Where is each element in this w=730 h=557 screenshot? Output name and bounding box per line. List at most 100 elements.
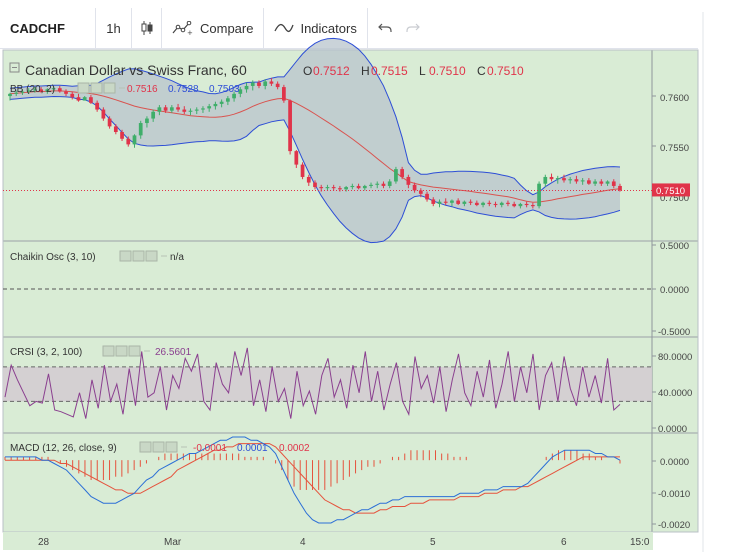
candle-body [120, 132, 124, 139]
close-icon[interactable] [128, 345, 141, 357]
candle-body [219, 101, 224, 104]
candle-body [580, 180, 585, 182]
bb-upper-line [9, 37, 621, 196]
candle-body [468, 201, 473, 203]
candle-body [356, 185, 361, 189]
candle-body [462, 201, 467, 204]
chaikin-tick: -0.5000 [658, 327, 690, 338]
candle-body [313, 182, 317, 188]
candle-body [425, 193, 429, 200]
eye-icon[interactable] [102, 345, 115, 357]
candle-body [70, 93, 75, 98]
candle-body [406, 176, 411, 185]
candle-body [225, 98, 230, 102]
bb-upper-value: 0.7528 [168, 84, 199, 95]
candlestick-series [8, 78, 622, 209]
candle-body [188, 110, 193, 112]
redo-icon[interactable] [406, 22, 420, 34]
candle-body [605, 181, 610, 184]
close-icon[interactable] [165, 441, 178, 453]
candle-body [275, 83, 280, 88]
crsi-line [4, 347, 621, 419]
candle-body [89, 97, 93, 103]
candle-body [338, 188, 342, 190]
chaikin-tick: 0.0000 [660, 285, 689, 296]
chaikin-value: n/a [170, 252, 184, 263]
ohlc-key: C [477, 64, 486, 78]
ohlc-legend: O 0.7512 H 0.7515 L 0.7510 C 0.7510 [303, 64, 524, 78]
candle-body [269, 81, 274, 84]
candle-body [213, 103, 218, 107]
candle-body [132, 135, 137, 145]
candle-body [593, 181, 597, 184]
candle-body [437, 201, 442, 204]
crsi-tick: 40.0000 [658, 388, 692, 399]
candle-body [294, 151, 299, 165]
candle-body [512, 203, 517, 207]
candle-body [537, 183, 541, 207]
eye-icon[interactable] [139, 441, 152, 453]
crsi-series [3, 347, 652, 419]
eye-icon[interactable] [119, 250, 132, 262]
candle-body [487, 202, 492, 204]
interval-button[interactable]: 1h [96, 8, 132, 48]
candle-body [169, 107, 174, 111]
candle-body [456, 200, 461, 204]
compare-label: Compare [200, 20, 254, 36]
candle-body [481, 202, 485, 206]
candle-body [381, 183, 386, 186]
candle-body [412, 184, 417, 191]
settings-icon[interactable] [115, 345, 128, 357]
macd-hist-value: -0.0001 [193, 443, 227, 454]
candle-body [499, 202, 504, 206]
candle-body [344, 187, 348, 190]
compare-button[interactable]: + Compare [162, 8, 265, 48]
macd-line [5, 436, 621, 524]
undo-icon[interactable] [377, 22, 392, 34]
chart-style-button[interactable] [132, 8, 162, 48]
candle-body [568, 179, 573, 181]
price-tick: 0.7500 [660, 193, 689, 204]
candle-body [474, 202, 479, 206]
ohlc-key: H [361, 64, 370, 78]
ohlc-key: L [419, 64, 426, 78]
candle-body [362, 185, 367, 189]
settings-icon[interactable] [152, 441, 165, 453]
indicators-button[interactable]: Indicators [264, 8, 368, 48]
candle-body [107, 118, 112, 127]
candle-body [145, 118, 149, 124]
collapse-icon[interactable] [9, 62, 20, 73]
eye-icon[interactable] [77, 82, 90, 94]
symbol-search[interactable]: CADCHF [0, 8, 96, 48]
crsi-tick: 80.0000 [658, 352, 692, 363]
candle-body [562, 178, 566, 181]
settings-icon[interactable] [90, 82, 103, 94]
candle-body [182, 109, 187, 112]
symbol-label: CADCHF [10, 20, 65, 36]
main-title: Canadian Dollar vs Swiss Franc, 60 [25, 62, 247, 78]
time-tick: 4 [300, 537, 306, 548]
undo-redo [368, 8, 430, 48]
settings-icon[interactable] [132, 250, 145, 262]
candle-body [549, 176, 554, 180]
candle-body [518, 203, 523, 207]
candle-body [201, 108, 205, 110]
chaikin-tick: 0.5000 [660, 241, 689, 252]
candle-body [263, 81, 268, 86]
candle-body [400, 169, 405, 177]
crsi-tick: 0.0000 [658, 424, 687, 435]
candle-body [418, 190, 423, 194]
candle-body [250, 82, 255, 86]
crsi-value: 26.5601 [155, 347, 192, 358]
bb-label: BB (20, 2) [10, 84, 55, 95]
chaikin-label: Chaikin Osc (3, 10) [10, 252, 96, 263]
bb-basis-line [9, 90, 621, 203]
close-icon[interactable] [145, 250, 158, 262]
candle-body [64, 91, 68, 94]
candle-body [543, 176, 548, 184]
candle-body [530, 205, 535, 207]
compare-icon: + [172, 21, 194, 35]
top-toolbar: CADCHF 1h + Compare Indicators [0, 8, 698, 49]
close-icon[interactable] [103, 82, 116, 94]
